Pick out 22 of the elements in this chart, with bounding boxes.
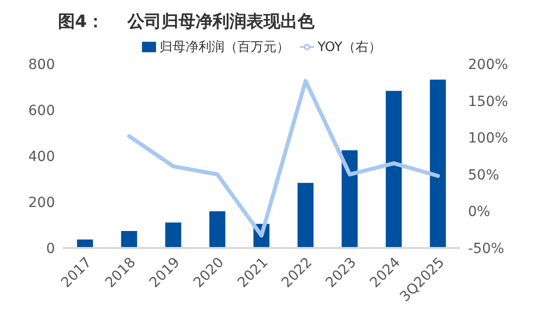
y2-tick-label: 200% [468, 56, 508, 73]
bar [209, 211, 226, 248]
bar [342, 150, 358, 248]
legend-label: 归母净利润（百万元） [160, 40, 290, 55]
bar [386, 90, 402, 248]
y2-tick-label: 100% [468, 130, 508, 147]
chart-title: 图4： 公司归母净利润表现出色 [57, 11, 316, 33]
y2-tick-label: 0% [468, 204, 490, 220]
y-tick-label: 400 [28, 148, 55, 165]
legend-label: YOY（右） [318, 40, 382, 55]
bar [298, 182, 314, 248]
y-tick-label: 600 [28, 102, 55, 119]
bar [165, 222, 182, 248]
bar [430, 80, 446, 248]
y-tick-label: 0 [46, 240, 55, 257]
line-series [127, 78, 440, 238]
y-tick-label: 200 [28, 194, 55, 211]
y2-tick-label: -50% [468, 240, 504, 257]
bar [121, 230, 138, 248]
y2-tick-label: 150% [468, 94, 508, 110]
y-tick-label: 800 [28, 56, 55, 73]
y2-tick-label: 50% [468, 167, 500, 184]
